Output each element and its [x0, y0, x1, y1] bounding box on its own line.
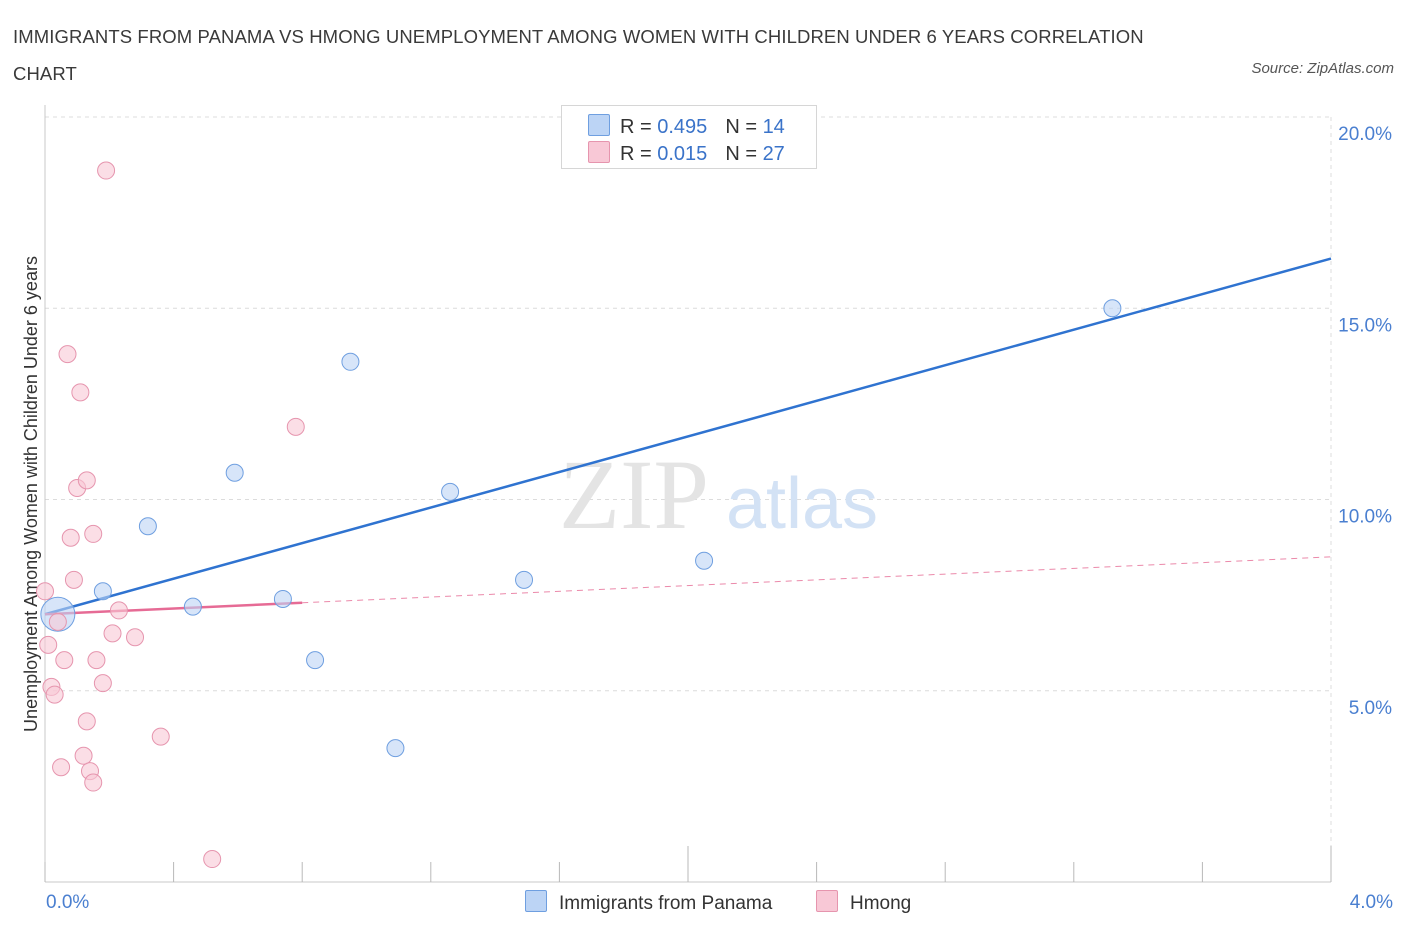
legend-r-label: R = [620, 143, 652, 165]
legend-swatch-hmong [588, 141, 610, 163]
watermark-zip: ZIP [559, 439, 709, 550]
point-hmong [77, 471, 96, 490]
point-panama [93, 582, 112, 601]
point-panama [138, 517, 157, 536]
legend-swatch-panama [525, 890, 547, 912]
point-hmong [103, 624, 122, 643]
trend-line-panama [44, 257, 1332, 616]
point-hmong [97, 161, 116, 180]
x-tick-label: 0.0% [46, 892, 89, 913]
point-hmong [58, 345, 77, 364]
point-hmong [64, 570, 83, 589]
legend-swatch-hmong [816, 890, 838, 912]
legend-n-label: N = [725, 143, 757, 165]
point-hmong [48, 612, 67, 631]
point-hmong [36, 582, 54, 601]
point-panama [306, 651, 325, 670]
stats-legend: R = 0.495 N = 14 R = 0.015 N = 27 [561, 105, 817, 169]
y-tick-label: 5.0% [1349, 698, 1392, 719]
legend-n-label: N = [725, 116, 757, 138]
point-hmong [203, 850, 222, 869]
watermark-atlas: atlas [726, 464, 878, 544]
point-hmong [52, 758, 71, 777]
point-hmong [286, 417, 305, 436]
legend-item-hmong: Hmong [816, 890, 911, 915]
point-panama [273, 589, 292, 608]
legend-swatch-panama [588, 114, 610, 136]
trend-line-extension-hmong [302, 556, 1332, 604]
legend-r-label: R = [620, 116, 652, 138]
point-hmong [93, 674, 112, 693]
point-panama [341, 352, 360, 371]
legend-label-panama: Immigrants from Panama [559, 893, 773, 914]
point-panama [183, 597, 202, 616]
legend-label-hmong: Hmong [850, 893, 912, 914]
point-hmong [109, 601, 128, 620]
legend-r-value: 0.495 [657, 116, 708, 138]
y-tick-label: 20.0% [1338, 124, 1392, 145]
legend-item-panama: Immigrants from Panama [525, 890, 772, 915]
axes [44, 105, 1332, 883]
point-panama [695, 551, 714, 570]
source-label: Source: ZipAtlas.com [1251, 60, 1394, 77]
point-hmong [39, 635, 58, 654]
legend-n-value: 14 [762, 116, 785, 138]
data-points [36, 161, 1122, 869]
point-hmong [87, 651, 106, 670]
legend-row-panama: R = 0.495 N = 14 [588, 114, 785, 140]
point-panama [515, 570, 534, 589]
y-axis-label: Unemployment Among Women with Children U… [21, 256, 41, 732]
trend-line-hmong [44, 601, 303, 616]
point-hmong [151, 727, 170, 746]
trend-lines [44, 257, 1332, 616]
point-hmong [84, 773, 103, 792]
tick-labels: 5.0% 10.0% 15.0% 20.0% 0.0% 4.0% [46, 124, 1393, 913]
point-hmong [45, 685, 64, 704]
point-hmong [55, 651, 74, 670]
legend-n-value: 27 [762, 143, 785, 165]
point-panama [441, 482, 460, 501]
y-tick-label: 15.0% [1338, 315, 1392, 336]
chart-title: IMMIGRANTS FROM PANAMA VS HMONG UNEMPLOY… [13, 26, 1144, 84]
legend-r-value: 0.015 [657, 143, 708, 165]
point-panama [225, 463, 244, 482]
y-tick-label: 10.0% [1338, 507, 1392, 528]
watermark: ZIP atlas [559, 439, 878, 550]
point-hmong [61, 528, 80, 547]
point-hmong [84, 524, 103, 543]
x-tick-label: 4.0% [1350, 892, 1393, 913]
point-hmong [77, 712, 96, 731]
point-hmong [71, 383, 90, 402]
point-hmong [126, 628, 145, 647]
point-panama [1103, 299, 1122, 318]
point-hmong [74, 746, 93, 765]
legend-row-hmong: R = 0.015 N = 27 [588, 141, 785, 167]
point-panama [386, 739, 405, 758]
